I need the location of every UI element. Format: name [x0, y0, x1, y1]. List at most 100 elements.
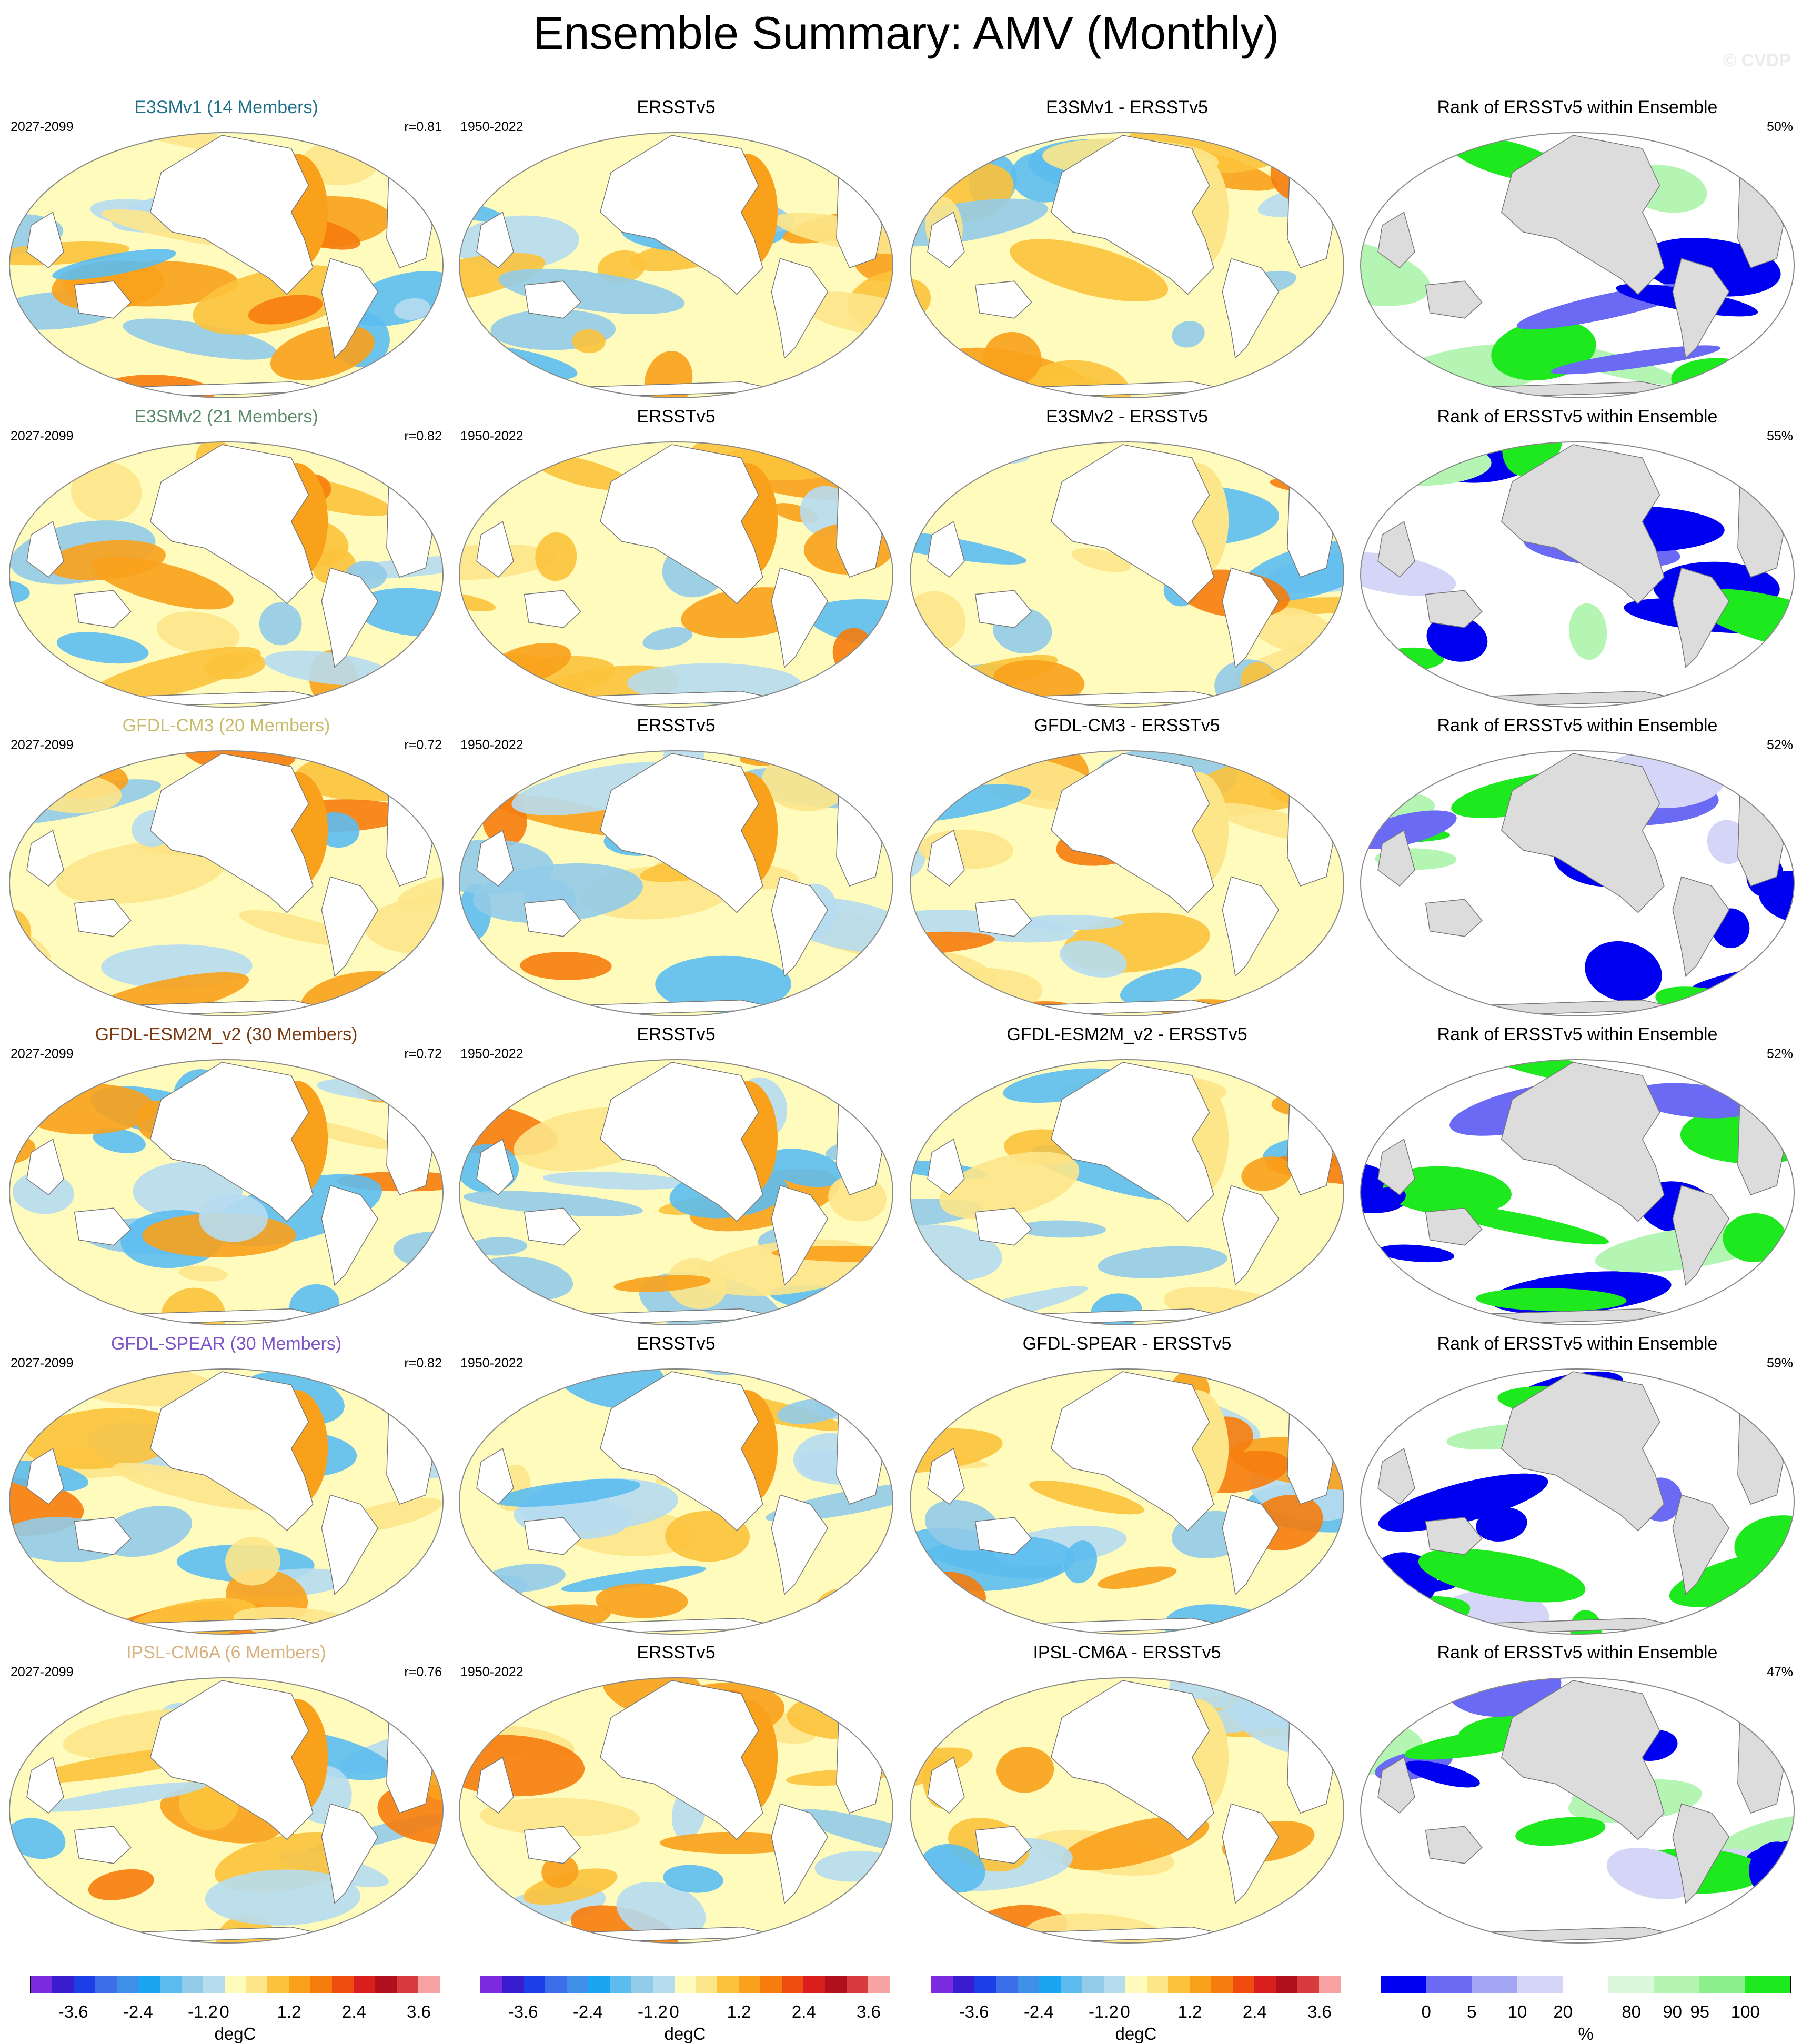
land-mass-1 — [321, 258, 379, 359]
map-panel-diff-row6: IPSL-CM6A - ERSSTv5 — [901, 1643, 1353, 1952]
land-mass-3 — [974, 590, 1032, 628]
land-mass-2 — [1287, 1408, 1334, 1505]
rank-map — [1360, 132, 1795, 398]
sst-map — [9, 441, 444, 708]
land-mass-3 — [974, 899, 1032, 937]
map-panel-rank-row1: Rank of ERSSTv5 within Ensemble 50% — [1351, 97, 1804, 407]
land-mass-2 — [1737, 1717, 1784, 1814]
land-mass-3 — [74, 1207, 132, 1246]
colorbar-swatch-10 — [696, 1976, 718, 1993]
land-mass-2 — [1287, 790, 1334, 887]
watermark: © CVDP — [1723, 51, 1791, 71]
land-mass-1 — [1672, 1803, 1730, 1904]
colorbar-swatch-14 — [1233, 1976, 1255, 1993]
map-panel-obs-row2: ERSSTv5 1950-2022 — [450, 407, 902, 716]
land-mass-2 — [836, 481, 883, 578]
land-mass-3 — [74, 899, 132, 937]
land-mass-4 — [26, 212, 64, 268]
panel-title: GFDL-SPEAR - ERSSTv5 — [1022, 1334, 1232, 1354]
land-mass-4 — [26, 1448, 64, 1505]
colorbar-tick-label: 0 — [219, 2002, 229, 2021]
land-mass-0 — [1501, 135, 1665, 295]
colorbar-swatch-1 — [52, 1976, 74, 1993]
land-mass-0 — [1050, 1371, 1214, 1532]
sst-map — [9, 1368, 444, 1635]
land-mass-3 — [974, 1207, 1032, 1246]
colorbar-swatch-2 — [523, 1976, 545, 1993]
pattern-correlation: r=0.72 — [404, 738, 442, 752]
panel-period: 2027-2099 — [11, 738, 74, 752]
land-mass-2 — [386, 1408, 433, 1505]
colorbar-units: % — [1578, 2024, 1594, 2043]
land-mass-4 — [26, 1139, 64, 1195]
colorbar-tick-label: 95 — [1690, 2002, 1710, 2021]
colorbar-swatch-12 — [289, 1976, 311, 1993]
rank-percent: 52% — [1766, 738, 1793, 752]
land-mass-3 — [74, 590, 132, 628]
land-mass-0 — [1501, 1371, 1665, 1532]
panel-title: Rank of ERSSTv5 within Ensemble — [1437, 407, 1718, 427]
land-mass-4 — [1377, 1139, 1415, 1195]
sst-map — [459, 132, 893, 398]
colorbar-swatch-5 — [588, 1976, 610, 1993]
sst-map — [910, 1059, 1344, 1325]
land-mass-3 — [524, 280, 581, 319]
land-mass-3 — [1425, 590, 1483, 628]
panel-title: GFDL-ESM2M_v2 - ERSSTv5 — [1006, 1024, 1247, 1044]
map-panel-obs-row6: ERSSTv5 1950-2022 — [450, 1643, 902, 1952]
land-mass-1 — [1672, 876, 1730, 977]
colorbar-swatch-7 — [1082, 1976, 1104, 1993]
sst-map — [459, 1368, 893, 1635]
colorbar-tick-label: 90 — [1663, 2002, 1683, 2021]
pattern-correlation: r=0.72 — [404, 1046, 442, 1061]
land-mass-0 — [1501, 753, 1665, 913]
colorbar-units: degC — [214, 2024, 256, 2043]
colorbar-swatch-7 — [181, 1976, 203, 1993]
land-mass-0 — [1050, 1680, 1214, 1840]
map-panel-diff-row2: E3SMv2 - ERSSTv5 — [901, 407, 1353, 716]
panel-title: E3SMv1 - ERSSTv5 — [1046, 97, 1208, 117]
sst-map — [910, 132, 1344, 398]
land-mass-4 — [927, 830, 965, 887]
land-mass-0 — [599, 753, 763, 913]
colorbar-swatch-15 — [354, 1976, 376, 1993]
land-mass-2 — [1287, 481, 1334, 578]
colorbar-swatch-18 — [418, 1976, 440, 1993]
land-mass-4 — [927, 1448, 965, 1505]
map-panel-model-row5: GFDL-SPEAR (30 Members) 2027-2099 r=0.82 — [0, 1334, 452, 1643]
map-panel-model-row4: GFDL-ESM2M_v2 (30 Members) 2027-2099 r=0.7… — [0, 1024, 452, 1334]
panel-period: 2027-2099 — [11, 429, 74, 444]
land-mass-0 — [599, 1371, 763, 1532]
land-mass-1 — [771, 876, 829, 977]
land-mass-2 — [1737, 1099, 1784, 1195]
colorbar-swatch-18 — [868, 1976, 890, 1993]
map-panel-model-row2: E3SMv2 (21 Members) 2027-2099 r=0.82 — [0, 407, 452, 716]
colorbar-swatch-5 — [1039, 1976, 1061, 1993]
land-mass-3 — [524, 1517, 581, 1555]
sst-map — [910, 1677, 1344, 1944]
rank-colorbar: 0 5 10 20 80 90 95 100% — [1381, 1976, 1791, 2043]
land-mass-3 — [1425, 280, 1483, 319]
map-panel-rank-row2: Rank of ERSSTv5 within Ensemble 55% — [1351, 407, 1804, 716]
colorbar-swatch-13 — [310, 1976, 333, 1993]
land-mass-0 — [149, 1680, 314, 1840]
sst-map — [459, 1677, 893, 1944]
map-panel-rank-row3: Rank of ERSSTv5 within Ensemble 52% — [1351, 716, 1804, 1025]
panel-title: IPSL-CM6A - ERSSTv5 — [1033, 1643, 1221, 1663]
map-panel-obs-row4: ERSSTv5 1950-2022 — [450, 1024, 902, 1334]
panel-title: IPSL-CM6A (6 Members) — [126, 1643, 326, 1663]
land-mass-2 — [1737, 481, 1784, 578]
colorbar-tick-label: 2.4 — [791, 2002, 816, 2021]
land-mass-0 — [149, 135, 314, 295]
sst-map — [459, 1059, 893, 1325]
colorbar-swatch-2 — [1472, 1976, 1518, 1993]
land-mass-3 — [524, 899, 581, 937]
panel-period: 2027-2099 — [11, 119, 74, 134]
colorbar-tick-label: 80 — [1622, 2002, 1642, 2021]
panel-title: E3SMv1 (14 Members) — [134, 97, 318, 117]
land-mass-1 — [321, 1185, 379, 1286]
map-panel-diff-row5: GFDL-SPEAR - ERSSTv5 — [901, 1334, 1353, 1643]
colorbar-swatch-8 — [652, 1976, 675, 1993]
colorbar-tick-label: -3.6 — [508, 2002, 538, 2021]
rank-percent: 47% — [1766, 1665, 1793, 1679]
